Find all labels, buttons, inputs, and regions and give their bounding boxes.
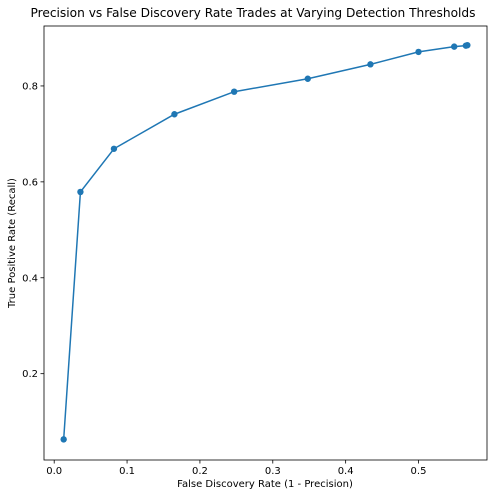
- chart-title: Precision vs False Discovery Rate Trades…: [30, 6, 475, 20]
- y-axis-label: True Positive Rate (Recall): [7, 178, 18, 309]
- y-tick-label: 0.8: [22, 81, 38, 92]
- data-point: [415, 48, 422, 56]
- plot-frame: [43, 25, 488, 461]
- y-tick-label: 0.2: [22, 369, 38, 380]
- x-tick-label: 0.3: [265, 466, 281, 477]
- x-tick-label: 0.5: [411, 466, 427, 477]
- series-layer: [60, 41, 471, 443]
- data-point: [304, 75, 311, 82]
- data-point: [171, 111, 178, 118]
- data-point: [230, 88, 238, 95]
- data-point: [77, 188, 84, 196]
- y-tick-label: 0.4: [22, 273, 38, 284]
- y-axis-ticks: 0.2 0.4 0.6 0.8: [22, 81, 44, 380]
- x-tick-label: 0.2: [192, 466, 208, 477]
- x-tick-label: 0.1: [119, 466, 135, 477]
- data-point: [60, 436, 67, 443]
- data-point: [451, 43, 458, 50]
- y-tick-label: 0.6: [22, 177, 38, 188]
- x-tick-label: 0.0: [46, 466, 62, 477]
- x-axis-label: False Discovery Rate (1 - Precision): [177, 479, 353, 490]
- data-point: [464, 41, 471, 49]
- x-axis-ticks: 0.0 0.1 0.2 0.3 0.4 0.5: [46, 460, 426, 477]
- data-point: [110, 145, 118, 152]
- series-line: [62, 44, 468, 440]
- x-tick-label: 0.4: [338, 466, 354, 477]
- data-point: [367, 61, 374, 68]
